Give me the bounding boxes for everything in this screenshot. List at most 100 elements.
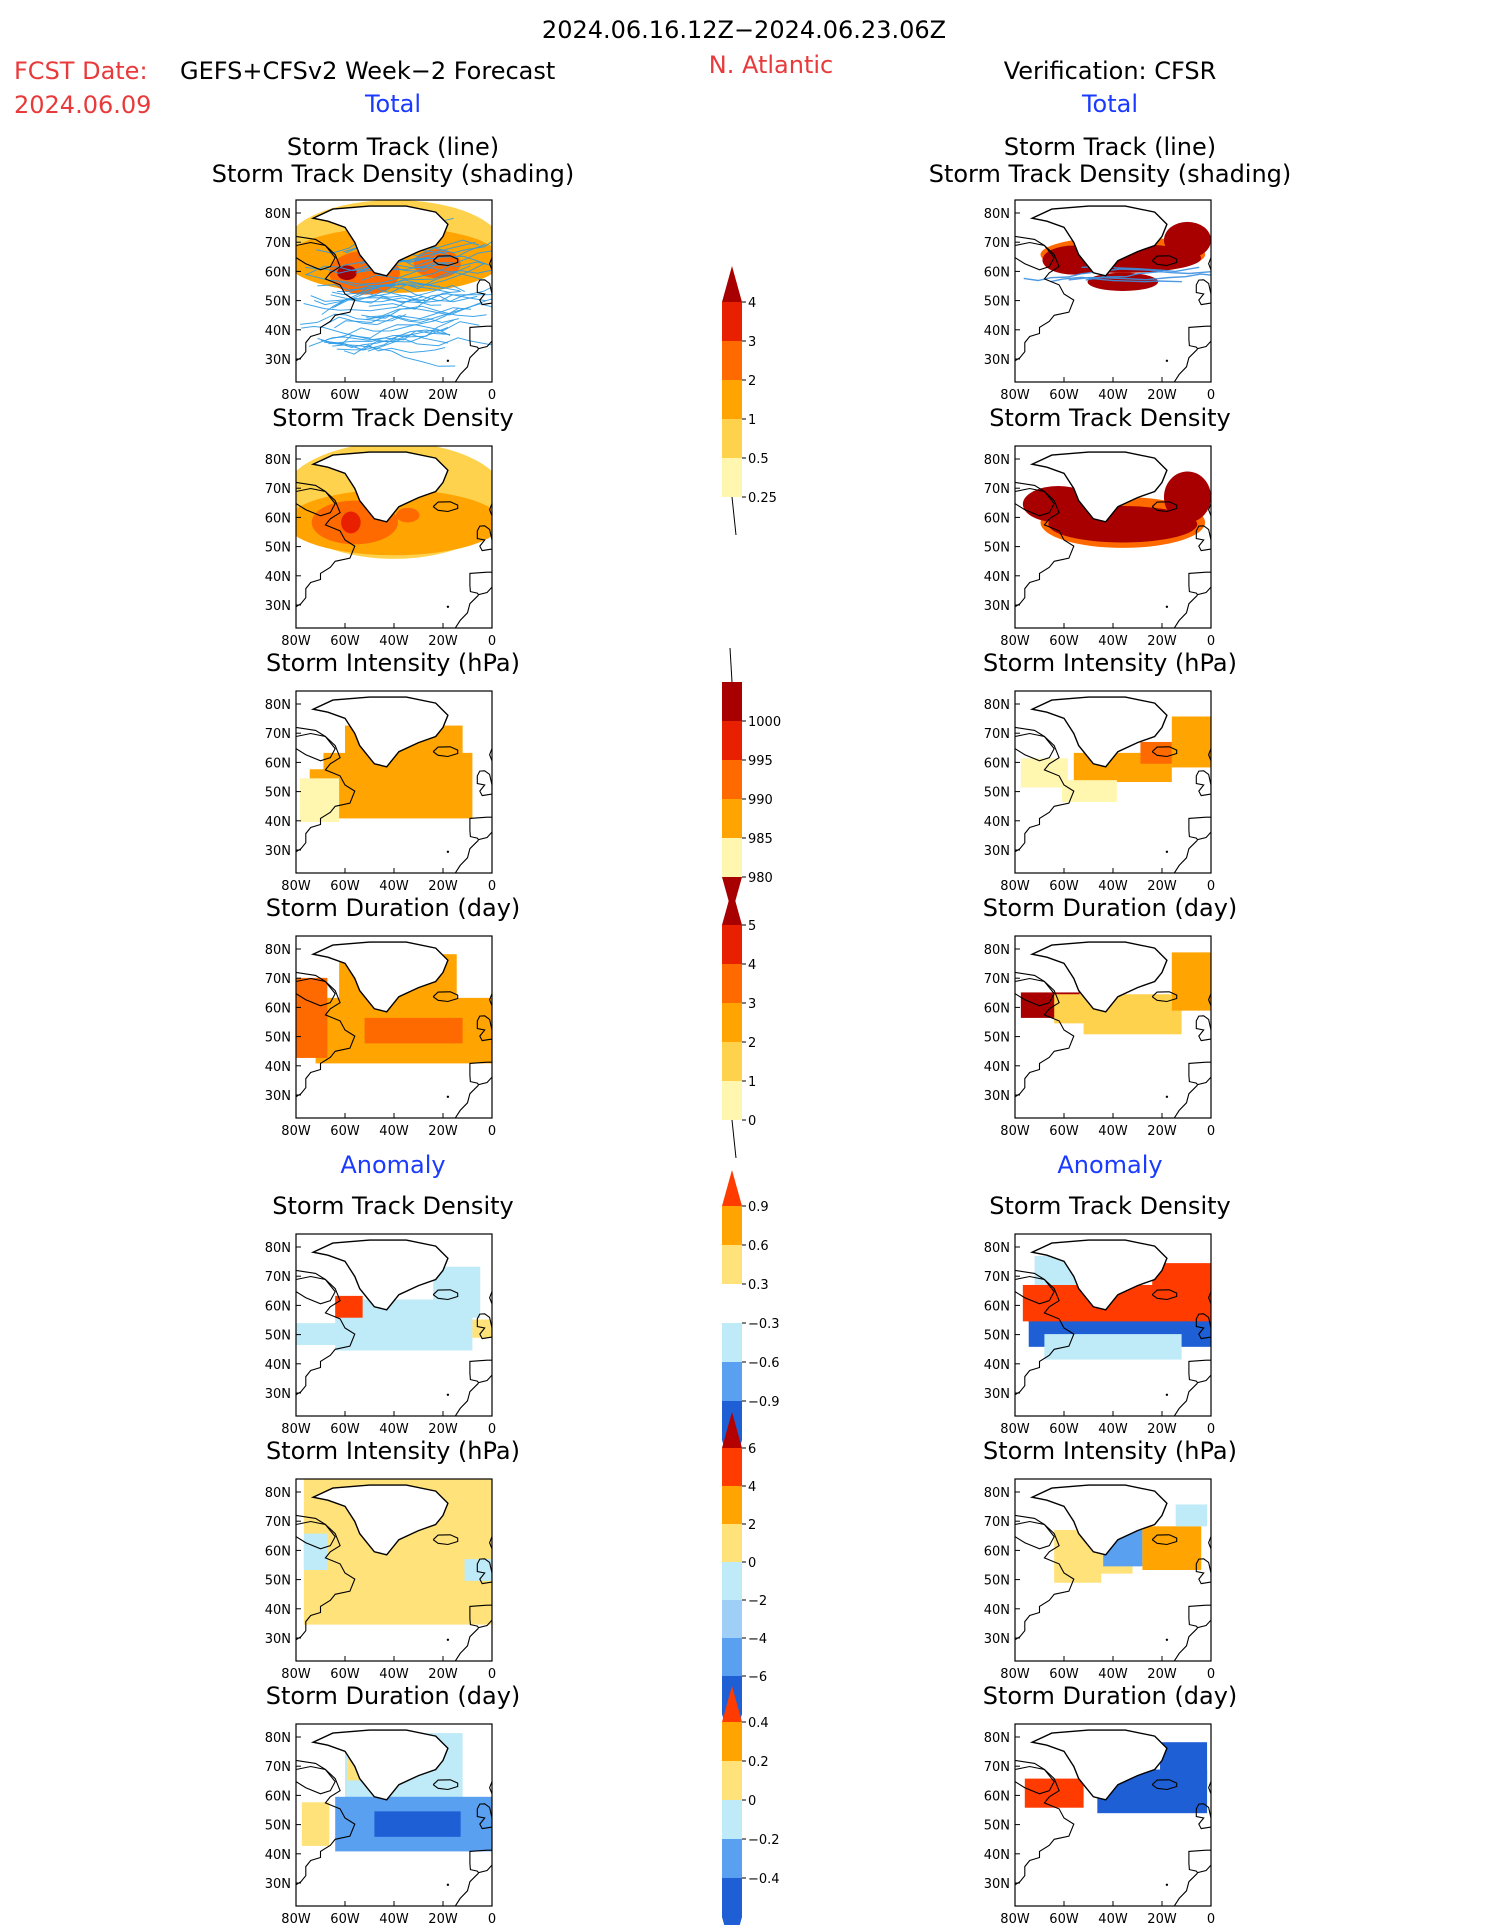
lon-tick-label: 0	[1207, 388, 1215, 403]
lat-tick-label: 50N	[265, 1329, 291, 1344]
lat-tick-label: 50N	[265, 1031, 291, 1046]
region-name: N. Atlantic	[709, 51, 833, 79]
lon-tick-label: 0	[1207, 1422, 1215, 1437]
colorbar-label: −0.6	[748, 1356, 780, 1371]
lon-tick-label: 60W	[330, 879, 360, 894]
title-l6: Storm Intensity (hPa)	[266, 1437, 520, 1465]
lon-tick-label: 60W	[1049, 634, 1079, 649]
lon-tick-label: 60W	[330, 1667, 360, 1682]
colorbar-label: 4	[748, 1480, 756, 1495]
lon-tick-label: 80W	[1000, 1912, 1030, 1925]
colorbar-label: 2	[748, 374, 756, 389]
lat-tick-label: 50N	[265, 541, 291, 556]
lat-tick-label: 40N	[984, 324, 1010, 339]
colorbar-label: 0	[748, 1556, 756, 1571]
colorbar-duration-total: 5 4 3 2 1 0	[722, 889, 756, 1159]
lat-tick-label: 70N	[984, 727, 1010, 742]
lon-tick-label: 60W	[330, 1422, 360, 1437]
lon-tick-label: 80W	[281, 879, 311, 894]
lat-tick-label: 40N	[265, 1848, 291, 1863]
lon-tick-label: 80W	[1000, 1124, 1030, 1139]
lat-tick-label: 40N	[984, 1848, 1010, 1863]
lat-tick-label: 50N	[984, 1329, 1010, 1344]
lon-tick-label: 20W	[1147, 388, 1177, 403]
lon-tick-label: 80W	[1000, 1422, 1030, 1437]
lon-tick-label: 60W	[1049, 1912, 1079, 1925]
lon-tick-label: 20W	[428, 388, 458, 403]
coastline	[1015, 696, 1211, 873]
colorbar-label: 985	[748, 832, 773, 847]
field-block	[374, 1811, 461, 1837]
lon-tick-label: 20W	[428, 634, 458, 649]
map-panel-L6: 80N 70N 60N 50N 40N 30N 80W 60W 40W 20W 0	[265, 1478, 496, 1682]
lat-tick-label: 50N	[984, 1819, 1010, 1834]
colorbar-label: −6	[748, 1670, 767, 1685]
coastline	[296, 1484, 492, 1661]
field-block	[299, 778, 340, 823]
field-blob	[1163, 221, 1211, 259]
colorbar-label: 1	[748, 1075, 756, 1090]
lon-tick-label: 0	[488, 388, 496, 403]
lon-tick-label: 0	[488, 1422, 496, 1437]
colorbar-label: 995	[748, 754, 773, 769]
map-panel-R1: 80N 70N 60N 50N 40N 30N 80W 60W 40W 20W 0	[984, 199, 1215, 403]
lon-tick-label: 0	[488, 879, 496, 894]
lat-tick-label: 70N	[265, 972, 291, 987]
colorbar-label: 0.25	[748, 491, 777, 506]
colorbar-label: 5	[748, 919, 756, 934]
lat-tick-label: 30N	[265, 1089, 291, 1104]
title-l1b: Storm Track Density (shading)	[212, 160, 575, 188]
colorbar-label: −0.2	[748, 1833, 780, 1848]
lat-tick-label: 80N	[265, 453, 291, 468]
lat-tick-label: 50N	[265, 1819, 291, 1834]
lat-tick-label: 70N	[984, 1760, 1010, 1775]
lon-tick-label: 80W	[1000, 879, 1030, 894]
field-block	[1020, 758, 1068, 788]
lon-tick-label: 60W	[330, 388, 360, 403]
lon-tick-label: 20W	[428, 1912, 458, 1925]
colorbar-intensity-total: 1000 995 990 985 980	[722, 682, 781, 913]
lat-tick-label: 30N	[265, 1387, 291, 1402]
title-l7: Storm Duration (day)	[266, 1682, 521, 1710]
title-l4: Storm Duration (day)	[266, 894, 521, 922]
lat-tick-label: 40N	[984, 1358, 1010, 1373]
lat-tick-label: 50N	[984, 1031, 1010, 1046]
lat-tick-label: 80N	[984, 453, 1010, 468]
lat-tick-label: 60N	[265, 756, 291, 771]
map-panel-L5: 80N 70N 60N 50N 40N 30N 80W 60W 40W 20W 0	[265, 1233, 496, 1437]
colorbar-label: −4	[748, 1632, 767, 1647]
colorbar-label: −0.4	[748, 1872, 780, 1887]
lat-tick-label: 30N	[265, 1632, 291, 1647]
lat-tick-label: 70N	[265, 236, 291, 251]
field-blob	[395, 507, 420, 523]
colorbar-duration-anom: 0.4 0.2 0 −0.2 −0.4	[722, 1686, 780, 1929]
lon-tick-label: 40W	[379, 1124, 409, 1139]
lat-tick-label: 50N	[984, 786, 1010, 801]
lat-tick-label: 70N	[265, 1515, 291, 1530]
field-block	[472, 1319, 492, 1338]
lat-tick-label: 80N	[265, 1731, 291, 1746]
lat-tick-label: 80N	[265, 943, 291, 958]
lon-tick-label: 80W	[1000, 634, 1030, 649]
lat-tick-label: 30N	[984, 1877, 1010, 1892]
lon-tick-label: 60W	[1049, 1124, 1079, 1139]
field-block	[296, 1323, 340, 1346]
lon-tick-label: 0	[1207, 879, 1215, 894]
lat-tick-label: 40N	[265, 815, 291, 830]
colorbar-label: 1	[748, 413, 756, 428]
field-block	[296, 977, 328, 1058]
lat-tick-label: 80N	[984, 698, 1010, 713]
lat-tick-label: 40N	[265, 1358, 291, 1373]
colorbar-label: −0.9	[748, 1395, 780, 1410]
map-panel-R6: 80N 70N 60N 50N 40N 30N 80W 60W 40W 20W 0	[984, 1478, 1215, 1682]
coastline	[296, 696, 492, 873]
title-l1a: Storm Track (line)	[287, 133, 499, 161]
lat-tick-label: 70N	[984, 236, 1010, 251]
lon-tick-label: 0	[1207, 1124, 1215, 1139]
colorbar-label: −2	[748, 1594, 767, 1609]
coastline	[296, 1729, 492, 1906]
lat-tick-label: 60N	[984, 1544, 1010, 1559]
lat-tick-label: 70N	[984, 1515, 1010, 1530]
colorbar-label: 6	[748, 1442, 756, 1457]
lat-tick-label: 40N	[265, 324, 291, 339]
